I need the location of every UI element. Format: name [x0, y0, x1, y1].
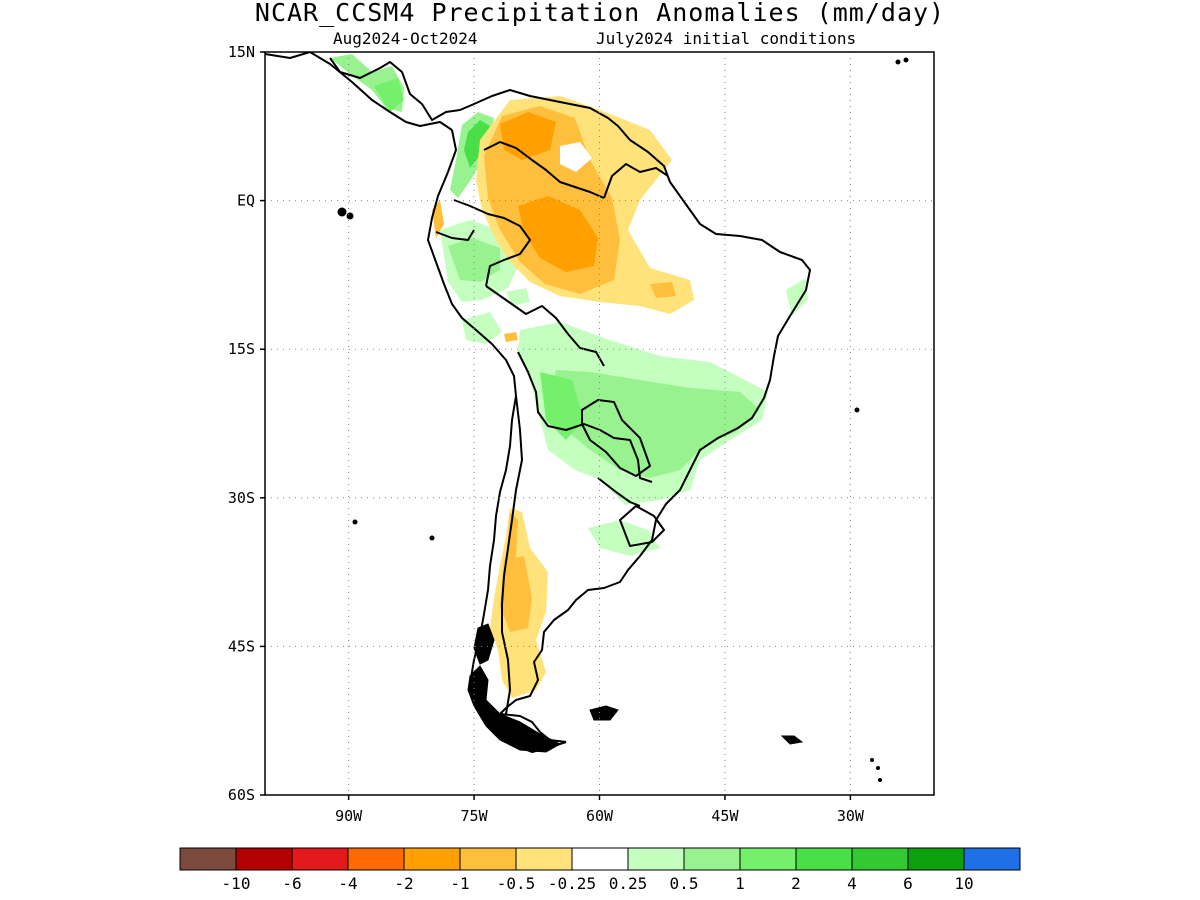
colorbar-swatch [795, 847, 853, 871]
colorbar-label: 0.5 [670, 874, 699, 893]
juan-fernandez-island [429, 535, 435, 541]
colorbar-label: 10 [954, 874, 973, 893]
anomaly-dry-north-core [518, 196, 598, 272]
colorbar-swatch [683, 847, 741, 871]
anomaly-dry-patagonia-core [506, 512, 518, 566]
border-ecuador [435, 229, 475, 241]
lat-tick-label: 15N [228, 43, 255, 61]
border-paraguay [581, 399, 651, 477]
colorbar-label: 1 [735, 874, 745, 893]
colorbar-swatch [851, 847, 909, 871]
anomaly-wet-ecuador-core [448, 238, 500, 282]
anomaly-shading [330, 54, 808, 698]
lon-tick-label: 75W [461, 807, 489, 825]
colorbar-swatch [459, 847, 517, 871]
colorbar-swatch [515, 847, 573, 871]
anomaly-dry-venezuela-pocket [560, 142, 592, 172]
north-atlantic-coast [499, 139, 811, 743]
lat-tick-label: 15S [228, 340, 255, 358]
colorbar-swatch [739, 847, 797, 871]
colorbar-label: -4 [338, 874, 357, 893]
border-colombia-venezuela [483, 141, 605, 199]
forecast-period: Aug2024-Oct2024 [333, 29, 478, 48]
sandwich-island [878, 778, 882, 782]
chiloe-archipelago [473, 623, 495, 665]
border-guianas [603, 163, 669, 199]
colorbar: -10 -6 -4 -2 -1 -0.5 -0.25 0.25 0.5 1 2 4 6 10 [179, 847, 1021, 893]
san-felix-island [352, 519, 358, 525]
lat-tick-label: 45S [228, 637, 255, 655]
sandwich-island [870, 758, 874, 762]
anomaly-wet-uruguay [588, 520, 660, 556]
lon-tick-label: 30W [837, 807, 865, 825]
map-content [265, 52, 909, 782]
caribbean-coast [329, 57, 631, 141]
lat-tick-label: 30S [228, 489, 255, 507]
anomaly-dry-patagonia-mid [500, 556, 532, 632]
anomaly-dry-peru-strip [504, 332, 518, 342]
colorbar-label: -0.25 [548, 874, 596, 893]
colorbar-swatch [627, 847, 685, 871]
colorbar-swatch [291, 847, 349, 871]
lat-tick-label: 60S [228, 786, 255, 804]
anomaly-wet-peru-small [506, 288, 530, 306]
longitude-axis: 90W 75W 60W 45W 30W [335, 795, 865, 825]
border-bolivia [517, 351, 653, 483]
colorbar-swatch [403, 847, 461, 871]
border-brazil-argentina [597, 477, 641, 507]
caribbean-island [895, 59, 901, 65]
border-colombia-peru [453, 199, 531, 287]
colorbar-swatch [571, 847, 629, 871]
lon-tick-label: 45W [711, 807, 739, 825]
anomaly-wet-colombia-core [464, 120, 490, 168]
galapagos-island [337, 207, 347, 217]
colorbar-swatch [963, 847, 1021, 871]
border-argentina-chile [501, 395, 523, 715]
map-title: NCAR_CCSM4 Precipitation Anomalies (mm/d… [254, 0, 946, 27]
trindade-island [854, 407, 860, 413]
anomaly-wet-peru-south [462, 312, 502, 344]
central-america-coast [265, 52, 453, 131]
anomaly-wet-northeast [786, 278, 808, 316]
border-brazil-peru [485, 285, 605, 367]
colorbar-label: 4 [847, 874, 857, 893]
lon-tick-label: 60W [586, 807, 614, 825]
colorbar-label: -0.5 [497, 874, 536, 893]
colorbar-label: -1 [450, 874, 469, 893]
colorbar-label: -6 [282, 874, 301, 893]
colorbar-swatch [179, 847, 237, 871]
lon-tick-label: 90W [335, 807, 363, 825]
sandwich-island [876, 766, 880, 770]
anomaly-wet-panama [374, 78, 404, 112]
initial-conditions: July2024 initial conditions [596, 29, 857, 48]
anomaly-dry-amazon-small [650, 282, 676, 298]
colorbar-label: 6 [903, 874, 913, 893]
colorbar-label: -2 [394, 874, 413, 893]
anomaly-wet-brazil-core [550, 370, 760, 478]
colorbar-swatch [907, 847, 965, 871]
islands [337, 57, 909, 782]
border-uruguay [619, 505, 665, 547]
lat-tick-label: EQ [237, 192, 255, 210]
latitude-axis: 15N EQ 15S 30S 45S 60S [228, 43, 265, 804]
colorbar-swatch [347, 847, 405, 871]
tierra-del-fuego [467, 665, 562, 753]
caribbean-island [903, 57, 909, 63]
south-georgia [780, 735, 804, 745]
falkland-islands [589, 705, 619, 721]
colorbar-label: 2 [791, 874, 801, 893]
coastlines [265, 52, 811, 753]
anomaly-wet-bolivia [540, 372, 584, 440]
galapagos-island [346, 212, 354, 220]
colorbar-label: -10 [222, 874, 251, 893]
colorbar-swatch [235, 847, 293, 871]
colorbar-label: 0.25 [609, 874, 648, 893]
